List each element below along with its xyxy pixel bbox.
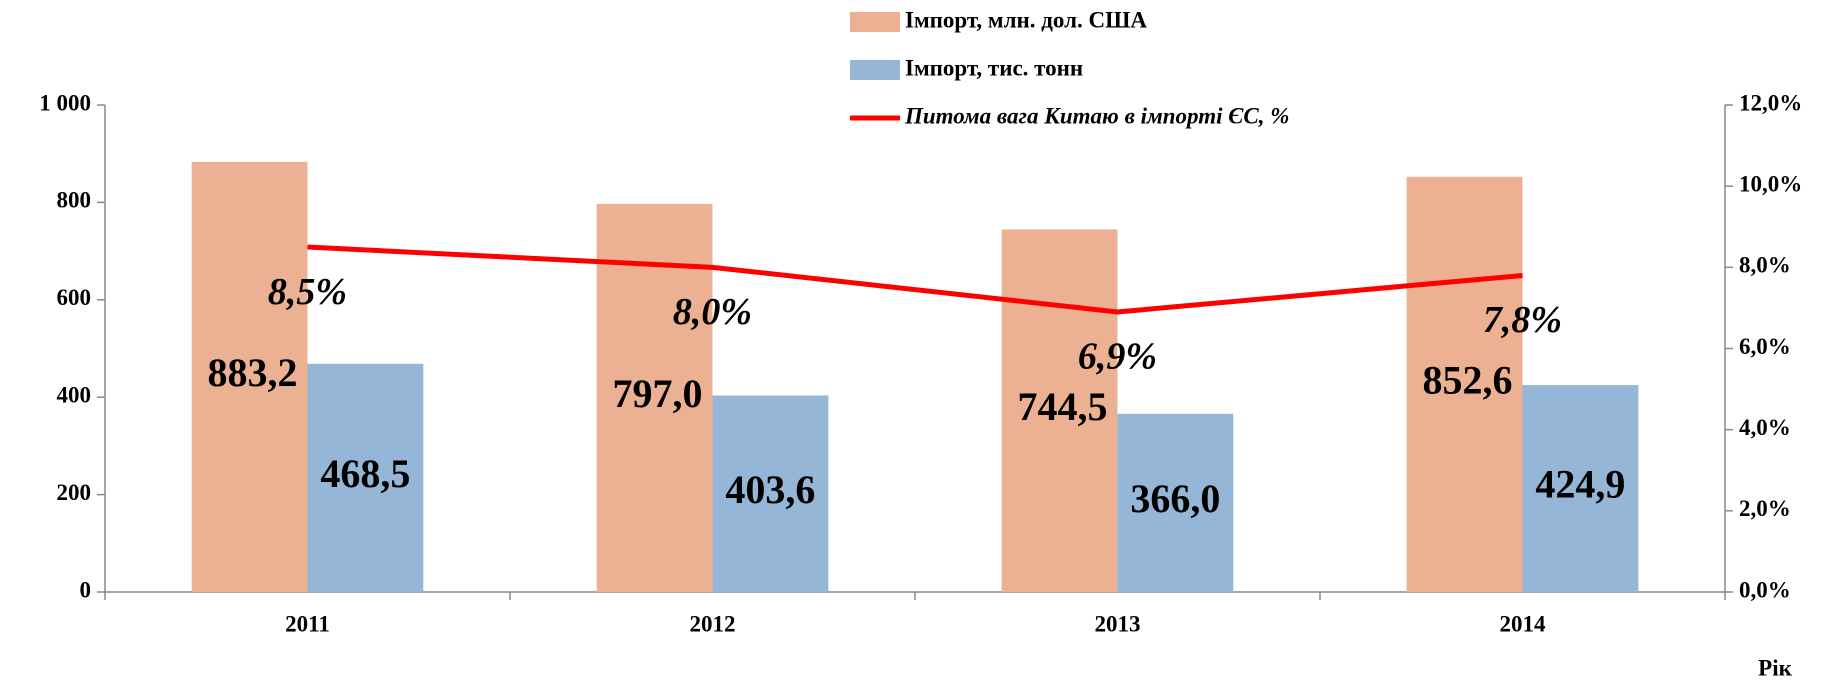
line — [307, 244, 1523, 315]
y2-tick-label: 2,0% — [1739, 496, 1791, 521]
legend-label: Імпорт, тис. тонн — [905, 55, 1083, 80]
bar — [712, 395, 829, 592]
y2-tick-label: 0,0% — [1739, 577, 1791, 602]
bar — [191, 161, 308, 593]
legend-swatch — [850, 12, 900, 32]
bar-value-label: 852,6 — [1423, 358, 1513, 403]
y-tick-label: 800 — [57, 188, 92, 213]
x-axis-label: Рік — [1758, 655, 1792, 680]
bar-value-label: 883,2 — [208, 350, 298, 395]
y2-tick-label: 10,0% — [1739, 171, 1802, 196]
y2-tick-label: 12,0% — [1739, 90, 1802, 115]
bar — [1522, 385, 1639, 592]
line-value-label: 8,5% — [268, 271, 347, 313]
legend-label: Питома вага Китаю в імпорті ЄС, % — [904, 103, 1289, 128]
bar-value-label: 468,5 — [320, 451, 410, 496]
x-tick-label: 2013 — [1095, 611, 1141, 636]
bar-value-label: 797,0 — [613, 371, 703, 416]
bar — [1117, 413, 1234, 592]
y2-tick-label: 4,0% — [1739, 415, 1791, 440]
bar — [1001, 229, 1118, 592]
line-value-label: 7,8% — [1483, 299, 1562, 341]
y2-tick-label: 8,0% — [1739, 253, 1791, 278]
legend-label: Імпорт, млн. дол. США — [905, 7, 1147, 32]
y-tick-label: 1 000 — [39, 90, 91, 115]
x-tick-label: 2011 — [285, 611, 330, 636]
bar — [307, 363, 424, 592]
line-value-label: 8,0% — [673, 291, 752, 333]
bar-value-label: 424,9 — [1535, 462, 1625, 507]
bar-value-label: 403,6 — [725, 467, 815, 512]
legend-swatch — [850, 60, 900, 80]
x-tick-label: 2012 — [690, 611, 736, 636]
bar-value-label: 366,0 — [1130, 476, 1220, 521]
y-tick-label: 400 — [57, 382, 92, 407]
y-tick-label: 0 — [80, 577, 92, 602]
y2-tick-label: 6,0% — [1739, 334, 1791, 359]
bar-value-label: 744,5 — [1018, 384, 1108, 429]
y-tick-label: 200 — [57, 480, 92, 505]
x-tick-label: 2014 — [1500, 611, 1547, 636]
y-tick-label: 600 — [57, 285, 92, 310]
line-value-label: 6,9% — [1078, 336, 1157, 378]
bar — [1406, 176, 1523, 592]
